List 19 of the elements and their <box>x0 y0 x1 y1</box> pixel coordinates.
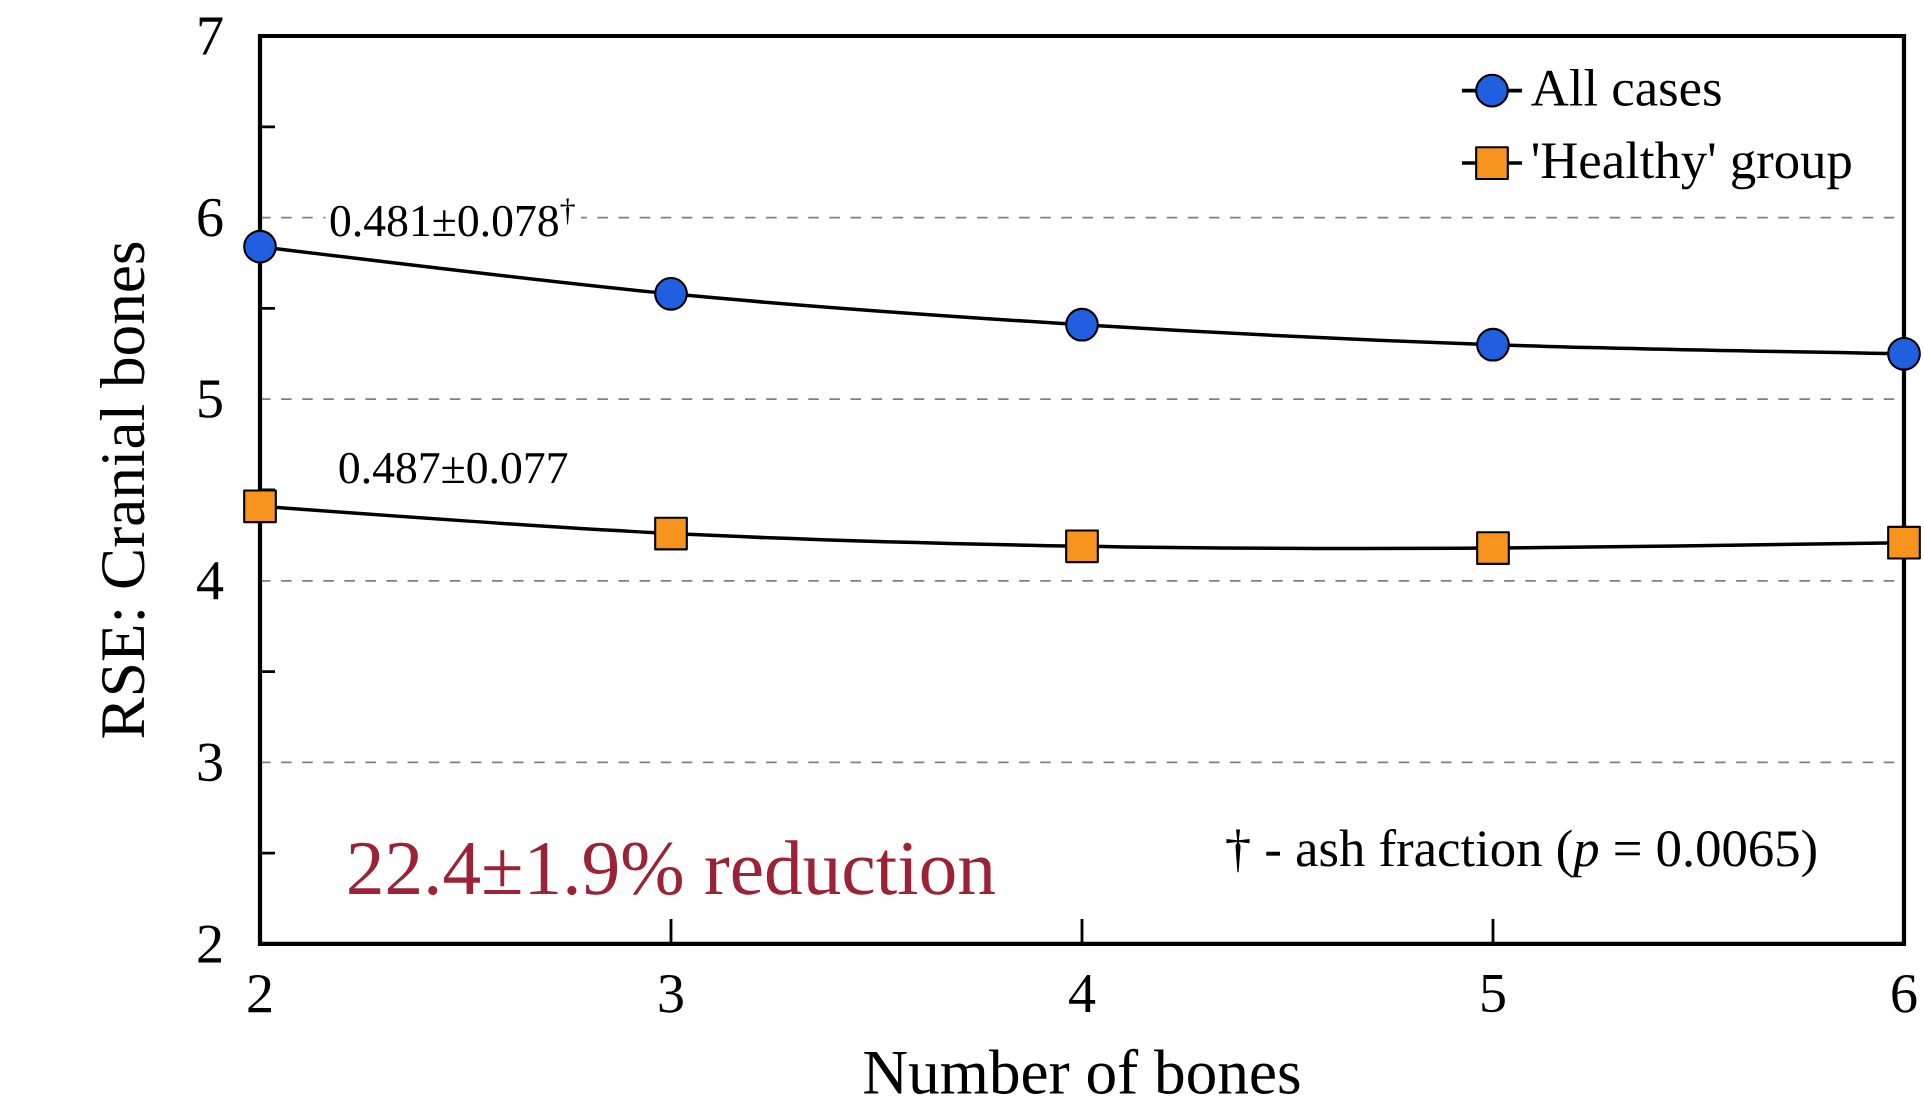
annotation: 22.4±1.9% reduction <box>349 840 995 896</box>
legend-label: All cases <box>1531 68 1721 107</box>
annotation: 0.481±0.078$^{†}$ <box>330 198 575 237</box>
y-tick-label: 5 <box>199 380 222 418</box>
annotation: 0.487±0.077 <box>339 452 568 484</box>
y-axis-title: RSE: Cranial bones <box>99 242 145 738</box>
y-tick-label: 7 <box>199 17 223 55</box>
x-tick-label: 2 <box>248 974 271 1013</box>
y-tick-label: 3 <box>198 743 222 782</box>
x-tick-label: 3 <box>659 974 683 1013</box>
x-tick-label: 5 <box>1482 974 1505 1013</box>
y-tick-label: 2 <box>198 925 221 963</box>
x-tick-label: 6 <box>1892 974 1917 1013</box>
legend-label: 'Healthy' group <box>1532 141 1851 190</box>
y-tick-label: 4 <box>197 562 224 600</box>
y-tick-label: 6 <box>198 198 223 237</box>
x-tick-label: 4 <box>1069 974 1096 1012</box>
x-axis-title: Number of bones <box>864 1048 1300 1095</box>
annotation: † - ash fraction (p = 0.0065) <box>1226 829 1816 878</box>
